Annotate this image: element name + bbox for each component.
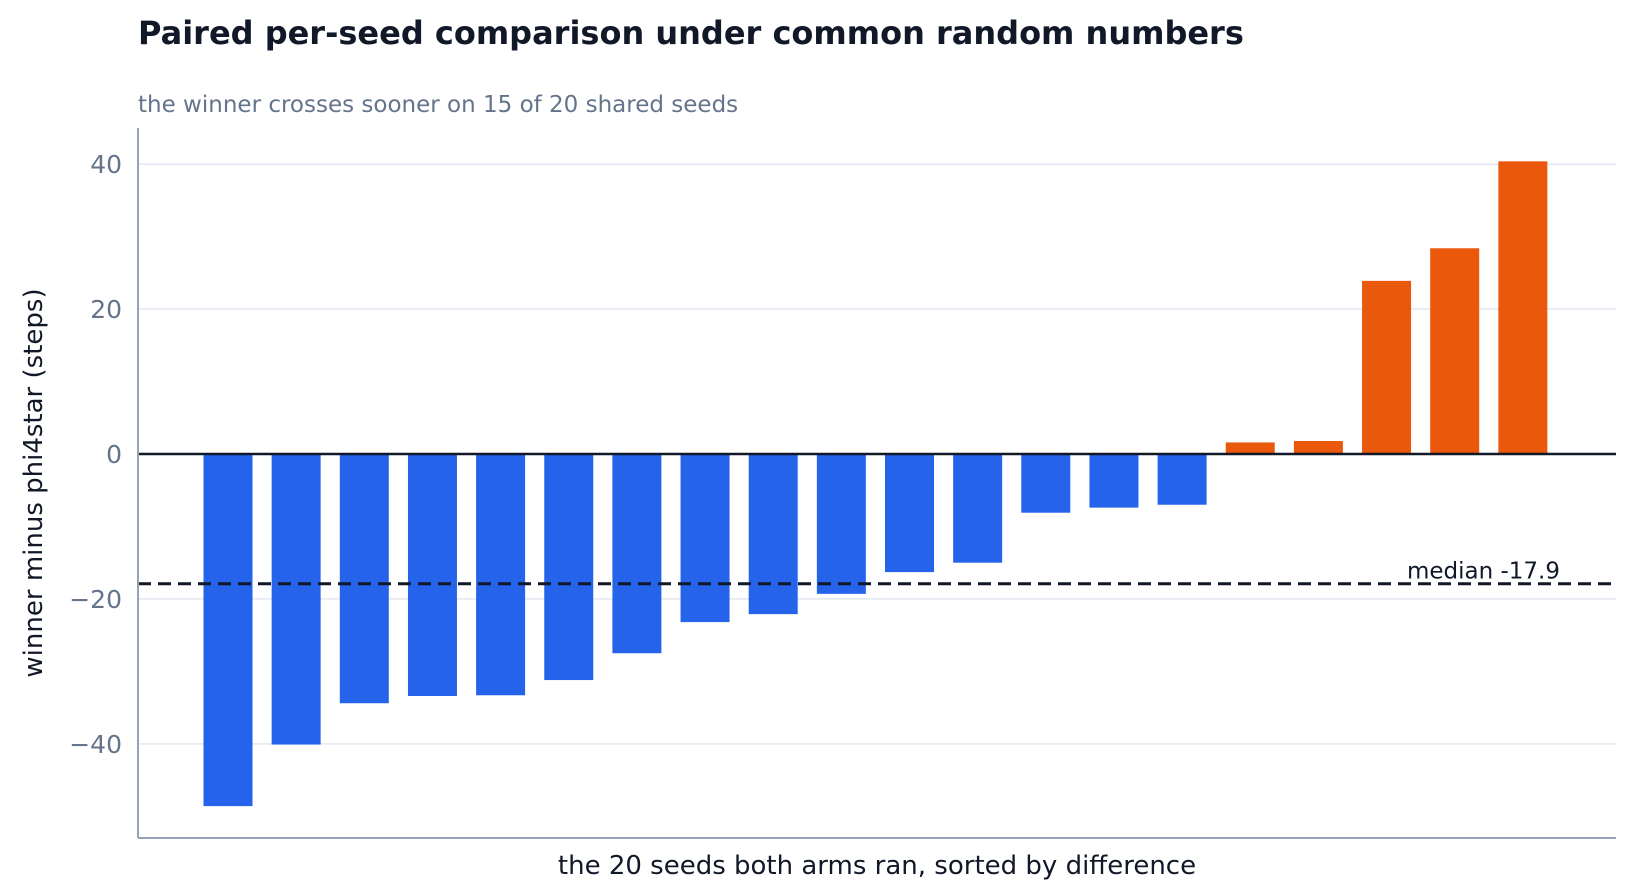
bar <box>816 454 866 594</box>
bar <box>203 454 253 807</box>
bar <box>1157 454 1207 505</box>
bar <box>407 454 457 696</box>
bar <box>1498 161 1548 455</box>
x-axis-label: the 20 seeds both arms ran, sorted by di… <box>558 851 1196 881</box>
bar <box>271 454 321 745</box>
bar <box>1362 280 1412 455</box>
bar <box>680 454 730 623</box>
bar <box>544 454 594 681</box>
bar <box>748 454 798 615</box>
y-tick-label: 0 <box>106 440 122 469</box>
y-tick-label: 20 <box>90 295 122 324</box>
y-tick-label: −20 <box>69 585 122 614</box>
bar <box>612 454 662 654</box>
bar <box>885 454 934 573</box>
y-tick-label: 40 <box>90 150 122 179</box>
reference-lines <box>138 452 1616 586</box>
y-axis-label: winner minus phi4star (steps) <box>19 288 49 677</box>
bar <box>339 454 389 704</box>
chart-subtitle: the winner crosses sooner on 15 of 20 sh… <box>138 92 739 118</box>
bar <box>1089 454 1139 508</box>
bar <box>1225 442 1275 455</box>
bar <box>476 454 526 696</box>
bar <box>1430 248 1480 455</box>
y-tick-labels: −40 −20 0 20 40 <box>69 150 122 759</box>
bar <box>1021 454 1071 513</box>
median-label: median -17.9 <box>1407 559 1560 585</box>
bars <box>203 161 1548 807</box>
y-tick-label: −40 <box>69 730 122 759</box>
bar <box>953 454 1003 563</box>
bar <box>1293 440 1343 455</box>
chart-title: Paired per-seed comparison under common … <box>138 14 1244 52</box>
